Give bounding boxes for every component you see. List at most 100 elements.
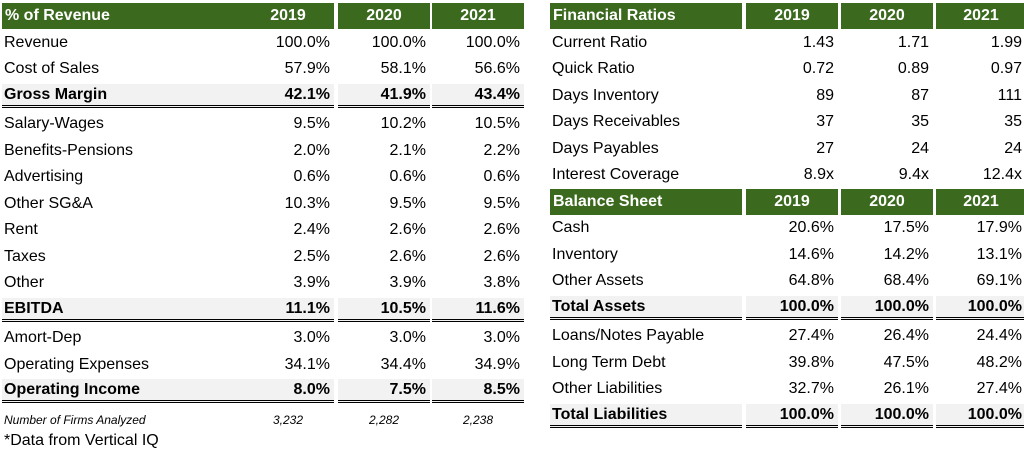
- revenue-row-value: 10.2%: [380, 115, 426, 133]
- revenue-row-label: Gross Margin: [2, 83, 242, 108]
- revenue-row-value: 2.5%: [293, 247, 330, 265]
- ratios-row-value: 0.72: [802, 60, 834, 78]
- firms-analyzed-row: Number of Firms Analyzed 3,232 2,282 2,238: [2, 407, 524, 433]
- revenue-row-value: 0.6%: [293, 168, 330, 186]
- revenue-row-label: Cost of Sales: [4, 60, 100, 78]
- revenue-row-value: 100.0%: [465, 33, 520, 51]
- balance-row-value: 26.1%: [883, 380, 929, 398]
- balance-total-row: Total Assets 100.0% 100.0% 100.0%: [550, 295, 1024, 322]
- revenue-row-value: 10.5%: [474, 115, 520, 133]
- revenue-row-value: 10.5%: [338, 297, 430, 322]
- revenue-row-value: 41.9%: [338, 83, 430, 108]
- revenue-row-value: 34.4%: [380, 355, 426, 373]
- ratios-row-value: 24: [911, 139, 929, 157]
- ratios-row-value: 8.9x: [803, 166, 834, 184]
- revenue-row-value: 9.5%: [293, 115, 330, 133]
- ratios-row: Days Inventory 89 87 111: [550, 83, 1024, 110]
- ratios-header-row: Financial Ratios 2019 2020 2021: [550, 3, 1024, 30]
- balance-header-title: Balance Sheet: [550, 188, 742, 215]
- ratios-row-value: 89: [816, 86, 834, 104]
- balance-row-value: 100.0%: [936, 295, 1024, 320]
- revenue-row-label: Operating Income: [2, 379, 242, 404]
- revenue-row: Other 3.9% 3.9% 3.8%: [2, 270, 524, 297]
- balance-row-value: 100.0%: [936, 403, 1024, 428]
- revenue-row-value: 9.5%: [389, 194, 426, 212]
- revenue-row-value: 56.6%: [474, 60, 520, 78]
- revenue-row-value: 7.5%: [338, 379, 430, 404]
- balance-row-value: 69.1%: [976, 272, 1022, 290]
- balance-header-year: 2020: [841, 188, 933, 215]
- revenue-row-value: 11.6%: [432, 297, 524, 322]
- balance-row-value: 32.7%: [788, 380, 834, 398]
- balance-row-label: Other Liabilities: [552, 380, 663, 398]
- ratios-header-year: 2021: [936, 3, 1024, 30]
- balance-row-label: Total Liabilities: [550, 403, 742, 428]
- revenue-row: Operating Expenses 34.1% 34.4% 34.9%: [2, 352, 524, 379]
- revenue-row: Cost of Sales 57.9% 58.1% 56.6%: [2, 56, 524, 83]
- revenue-row-value: 3.9%: [293, 274, 330, 292]
- revenue-header-title: % of Revenue: [2, 3, 242, 30]
- ratios-row-value: 1.71: [897, 33, 929, 51]
- balance-row-value: 64.8%: [788, 272, 834, 290]
- ratios-header-year: 2020: [841, 3, 933, 30]
- revenue-row-value: 57.9%: [284, 60, 330, 78]
- revenue-row-value: 2.4%: [293, 221, 330, 239]
- revenue-row-label: Amort-Dep: [4, 329, 82, 347]
- revenue-total-row: Gross Margin 42.1% 41.9% 43.4%: [2, 83, 524, 110]
- balance-row-value: 13.1%: [976, 245, 1022, 263]
- footnote: *Data from Vertical IQ: [4, 432, 159, 449]
- revenue-row-label: Rent: [4, 221, 38, 239]
- balance-row-value: 27.4%: [976, 380, 1022, 398]
- revenue-header-year: 2020: [338, 3, 430, 30]
- revenue-total-row: Operating Income 8.0% 7.5% 8.5%: [2, 378, 524, 405]
- revenue-row-value: 9.5%: [483, 194, 520, 212]
- balance-row: Inventory 14.6% 14.2% 13.1%: [550, 242, 1024, 269]
- revenue-row-value: 0.6%: [483, 168, 520, 186]
- revenue-row-label: Operating Expenses: [4, 355, 149, 373]
- revenue-row-value: 3.0%: [483, 329, 520, 347]
- revenue-row-value: 10.3%: [284, 194, 330, 212]
- revenue-row: Rent 2.4% 2.6% 2.6%: [2, 217, 524, 244]
- ratios-row-value: 27: [816, 139, 834, 157]
- revenue-row: Amort-Dep 3.0% 3.0% 3.0%: [2, 325, 524, 352]
- balance-row-value: 26.4%: [883, 327, 929, 345]
- balance-row: Other Liabilities 32.7% 26.1% 27.4%: [550, 376, 1024, 403]
- revenue-header-year: 2019: [242, 3, 334, 30]
- revenue-row-label: EBITDA: [2, 297, 242, 322]
- ratios-row-label: Days Receivables: [552, 113, 681, 131]
- balance-row-label: Total Assets: [550, 295, 742, 320]
- ratios-row: Quick Ratio 0.72 0.89 0.97: [550, 56, 1024, 83]
- revenue-row: Benefits-Pensions 2.0% 2.1% 2.2%: [2, 138, 524, 165]
- revenue-row-value: 3.8%: [483, 274, 520, 292]
- ratios-row: Current Ratio 1.43 1.71 1.99: [550, 30, 1024, 57]
- ratios-row-value: 1.99: [990, 33, 1022, 51]
- revenue-row-value: 2.6%: [389, 247, 426, 265]
- revenue-row: Salary-Wages 9.5% 10.2% 10.5%: [2, 111, 524, 138]
- balance-row: Loans/Notes Payable 27.4% 26.4% 24.4%: [550, 323, 1024, 350]
- revenue-row-value: 8.0%: [242, 379, 334, 404]
- revenue-row-value: 11.1%: [242, 297, 334, 322]
- ratios-row-label: Current Ratio: [552, 33, 648, 51]
- balance-row-value: 17.9%: [976, 219, 1022, 237]
- revenue-row-label: Advertising: [4, 168, 84, 186]
- revenue-row-value: 3.0%: [389, 329, 426, 347]
- ratios-row-value: 37: [816, 113, 834, 131]
- ratios-row-label: Quick Ratio: [552, 60, 635, 78]
- balance-row-value: 100.0%: [746, 295, 838, 320]
- revenue-row-label: Other: [4, 274, 45, 292]
- balance-row: Cash 20.6% 17.5% 17.9%: [550, 215, 1024, 242]
- revenue-row-value: 3.9%: [389, 274, 426, 292]
- balance-row-value: 68.4%: [883, 272, 929, 290]
- balance-row-value: 100.0%: [841, 295, 933, 320]
- balance-row-value: 24.4%: [976, 327, 1022, 345]
- revenue-row-value: 2.1%: [389, 141, 426, 159]
- revenue-row: Revenue 100.0% 100.0% 100.0%: [2, 30, 524, 57]
- balance-header-year: 2019: [746, 188, 838, 215]
- revenue-row-value: 8.5%: [432, 379, 524, 404]
- revenue-row-value: 34.9%: [474, 355, 520, 373]
- balance-row-label: Other Assets: [552, 272, 644, 290]
- ratios-row: Days Receivables 37 35 35: [550, 109, 1024, 136]
- balance-row-value: 100.0%: [841, 403, 933, 428]
- balance-row-value: 100.0%: [746, 403, 838, 428]
- revenue-row-label: Other SG&A: [4, 194, 93, 212]
